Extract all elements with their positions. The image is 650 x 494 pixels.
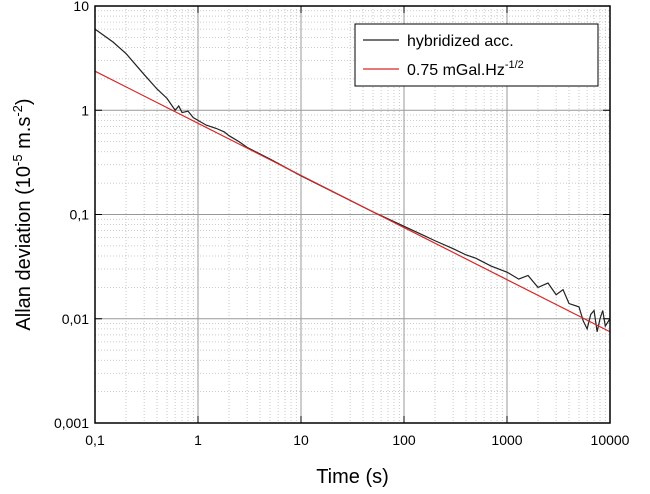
y-tick-label: 10 <box>73 0 89 14</box>
y-tick-label: 0,001 <box>54 415 89 431</box>
x-tick-label: 1 <box>194 432 202 448</box>
series-line <box>94 70 611 333</box>
x-tick-label: 1000 <box>491 432 522 448</box>
legend-box <box>354 23 599 87</box>
x-tick-label: 0,1 <box>85 432 105 448</box>
x-axis-label: Time (s) <box>316 466 389 488</box>
plot-frame <box>94 5 611 424</box>
legend-text: hybridized acc. <box>407 33 514 50</box>
legend-sup: -1/2 <box>505 59 524 71</box>
y-label-sup: -2 <box>10 105 25 117</box>
legend-label: hybridized acc. <box>407 33 514 50</box>
y-tick-label: 0,01 <box>62 311 89 327</box>
legend-text: 0.75 mGal.Hz <box>407 62 505 79</box>
series-line <box>94 28 611 332</box>
x-tick-label: 10 <box>293 432 309 448</box>
y-label-text: Allan deviation (10 <box>13 166 35 331</box>
y-axis-label: Allan deviation (10-5 m.s-2) <box>10 98 35 330</box>
x-tick-label: 10000 <box>591 432 630 448</box>
y-label-text: ) <box>13 98 35 105</box>
x-tick-label: 100 <box>392 432 416 448</box>
legend-label: 0.75 mGal.Hz-1/2 <box>407 59 524 79</box>
y-tick-label: 0,1 <box>70 207 90 223</box>
y-tick-label: 1 <box>81 102 89 118</box>
y-label-sup: -5 <box>10 154 25 166</box>
y-label-text: m.s <box>13 117 35 155</box>
